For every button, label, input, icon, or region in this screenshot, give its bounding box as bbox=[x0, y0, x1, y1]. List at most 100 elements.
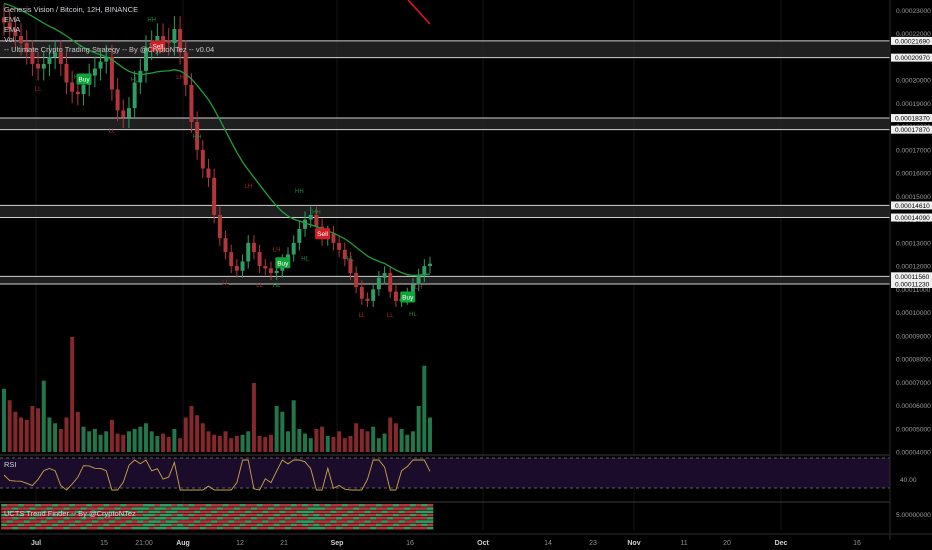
trend-cell bbox=[313, 507, 320, 510]
trend-cell bbox=[18, 526, 25, 530]
trend-cell bbox=[268, 523, 275, 527]
trend-cell bbox=[239, 523, 246, 527]
trend-cell bbox=[228, 507, 235, 510]
candle-body-19 bbox=[109, 56, 114, 90]
trend-cell bbox=[427, 504, 434, 507]
volume-bar-65 bbox=[371, 426, 376, 452]
trend-cell bbox=[222, 504, 229, 507]
trend-cell bbox=[131, 510, 138, 514]
indicator-ema-2[interactable]: EMA bbox=[4, 25, 21, 34]
symbol-title[interactable]: Genesis Vision / Bitcoin, 12H, BINANCE bbox=[4, 5, 139, 14]
trend-cell bbox=[239, 504, 246, 507]
trend-cell bbox=[52, 523, 59, 527]
trend-cell bbox=[404, 523, 411, 527]
time-tick-label: Jul bbox=[31, 540, 41, 547]
price-tick-label: 0.00023000 bbox=[896, 8, 931, 15]
candle-body-55 bbox=[314, 214, 319, 227]
candle-body-40 bbox=[229, 252, 234, 267]
trend-cell bbox=[12, 510, 19, 514]
volume-bar-9 bbox=[53, 423, 58, 452]
candle-body-5 bbox=[30, 52, 35, 64]
trend-cell bbox=[69, 513, 76, 517]
time-axis[interactable]: Jul 15 21:00 Aug 12 21 Sep 16 Oct 14 23 Nov 11 20 Dec 1… bbox=[0, 533, 932, 547]
trend-cell bbox=[194, 510, 201, 514]
trend-cell bbox=[427, 510, 434, 514]
trend-cell bbox=[69, 523, 76, 527]
trend-cell bbox=[256, 510, 263, 514]
trend-title[interactable]: UCTS Trend Finder -- By @CryptoNTez bbox=[4, 509, 136, 518]
candle-body-13 bbox=[75, 91, 80, 95]
trend-cell bbox=[103, 526, 110, 530]
trend-cell bbox=[330, 526, 337, 530]
candle-body-43 bbox=[246, 242, 251, 262]
signal-box-0 bbox=[76, 73, 92, 85]
trend-cell bbox=[421, 517, 428, 520]
trend-cell bbox=[341, 523, 349, 527]
zone-1 bbox=[0, 118, 890, 130]
trend-cell bbox=[188, 510, 195, 514]
trend-cell bbox=[347, 517, 354, 520]
volume-bar-35 bbox=[200, 423, 205, 452]
trend-cell bbox=[234, 517, 241, 520]
ema-fast-line bbox=[407, 0, 431, 25]
trend-cell bbox=[404, 504, 411, 507]
volume-bar-26 bbox=[149, 431, 154, 452]
trend-cell bbox=[347, 520, 354, 523]
trend-cell bbox=[234, 507, 241, 510]
indicator-ema-1[interactable]: EMA bbox=[4, 15, 21, 24]
trend-cell bbox=[177, 507, 184, 510]
trend-cell bbox=[211, 520, 218, 523]
trend-cell bbox=[222, 520, 229, 523]
trend-cell bbox=[296, 520, 303, 523]
trend-cell bbox=[404, 517, 411, 520]
trend-cell bbox=[92, 510, 99, 514]
volume-bar-59 bbox=[337, 431, 342, 452]
trend-cell bbox=[251, 510, 258, 514]
trend-cell bbox=[182, 520, 190, 523]
trend-cell bbox=[376, 513, 383, 517]
trend-cell bbox=[279, 513, 286, 517]
trend-cell bbox=[239, 510, 246, 514]
trend-cell bbox=[57, 504, 65, 507]
trend-cell bbox=[387, 526, 394, 530]
trend-cell bbox=[75, 510, 82, 514]
candle-body-37 bbox=[212, 177, 217, 215]
rsi-title[interactable]: RSI bbox=[4, 460, 17, 469]
trend-cell bbox=[359, 517, 366, 520]
trend-cell bbox=[86, 510, 93, 514]
trend-cell bbox=[285, 504, 292, 507]
trend-cell bbox=[410, 517, 417, 520]
candle-body-63 bbox=[359, 287, 364, 299]
trend-cell bbox=[376, 504, 383, 507]
trend-cell bbox=[319, 510, 326, 514]
trend-cell bbox=[307, 510, 315, 514]
trend-cell bbox=[205, 517, 212, 520]
trend-cell bbox=[359, 523, 366, 527]
trend-cell bbox=[262, 504, 269, 507]
time-tick-label: 23 bbox=[589, 540, 597, 547]
candle-body-62 bbox=[354, 273, 359, 288]
trend-cell bbox=[313, 526, 320, 530]
trend-cell bbox=[336, 523, 343, 527]
volume-bar-6 bbox=[36, 408, 41, 452]
trend-cell bbox=[256, 526, 263, 530]
trend-cell bbox=[387, 510, 394, 514]
indicator-ucts[interactable]: -- Ultimate Crypto Trading Strategy -- B… bbox=[4, 45, 215, 54]
trend-cell bbox=[376, 520, 383, 523]
trend-cell bbox=[6, 513, 14, 517]
price-axis[interactable]: 0.000230000.000220000.000210000.00020000… bbox=[889, 0, 932, 540]
trend-cell bbox=[57, 513, 65, 517]
price-marker-label: 0.00021690 bbox=[895, 38, 930, 45]
candle-body-60 bbox=[342, 249, 347, 260]
candle-body-42 bbox=[240, 261, 245, 271]
indicator-vol[interactable]: Vol bbox=[4, 35, 15, 44]
trend-cell bbox=[364, 513, 371, 517]
trend-cell bbox=[217, 510, 224, 514]
trend-cell bbox=[404, 526, 411, 530]
candle-body-32 bbox=[183, 52, 188, 85]
trend-cell bbox=[131, 517, 138, 520]
trend-cell bbox=[120, 510, 127, 514]
trend-cell bbox=[40, 507, 48, 510]
candle-body-0 bbox=[2, 17, 6, 23]
